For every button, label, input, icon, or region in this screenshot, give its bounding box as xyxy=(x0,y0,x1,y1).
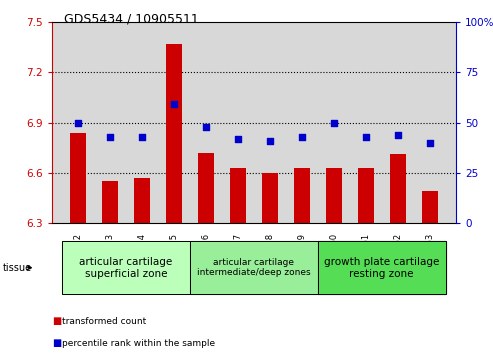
Point xyxy=(202,124,210,130)
Point xyxy=(298,134,306,139)
Text: articular cartilage
superficial zone: articular cartilage superficial zone xyxy=(79,257,173,278)
Bar xyxy=(134,178,150,223)
Bar xyxy=(389,154,406,223)
Text: ■: ■ xyxy=(52,316,61,326)
Bar xyxy=(166,44,182,223)
Point xyxy=(394,132,402,138)
Bar xyxy=(102,181,118,223)
Text: GDS5434 / 10905511: GDS5434 / 10905511 xyxy=(64,13,199,26)
Text: ■: ■ xyxy=(52,338,61,348)
Point xyxy=(138,134,146,139)
Bar xyxy=(422,191,438,223)
Bar xyxy=(262,173,278,223)
Point xyxy=(74,119,82,125)
Text: articular cartilage
intermediate/deep zones: articular cartilage intermediate/deep zo… xyxy=(197,258,311,277)
Text: growth plate cartilage
resting zone: growth plate cartilage resting zone xyxy=(324,257,439,278)
Text: tissue: tissue xyxy=(2,263,32,273)
Text: percentile rank within the sample: percentile rank within the sample xyxy=(62,339,215,347)
Point xyxy=(234,136,242,142)
Point xyxy=(170,102,178,107)
Point xyxy=(266,138,274,143)
Bar xyxy=(294,168,310,223)
Point xyxy=(330,119,338,125)
Point xyxy=(426,140,434,146)
Bar xyxy=(326,168,342,223)
Text: transformed count: transformed count xyxy=(62,317,146,326)
Bar xyxy=(358,168,374,223)
Bar xyxy=(230,168,246,223)
Bar xyxy=(70,132,86,223)
Bar xyxy=(198,153,214,223)
Point xyxy=(106,134,114,139)
Point xyxy=(362,134,370,139)
